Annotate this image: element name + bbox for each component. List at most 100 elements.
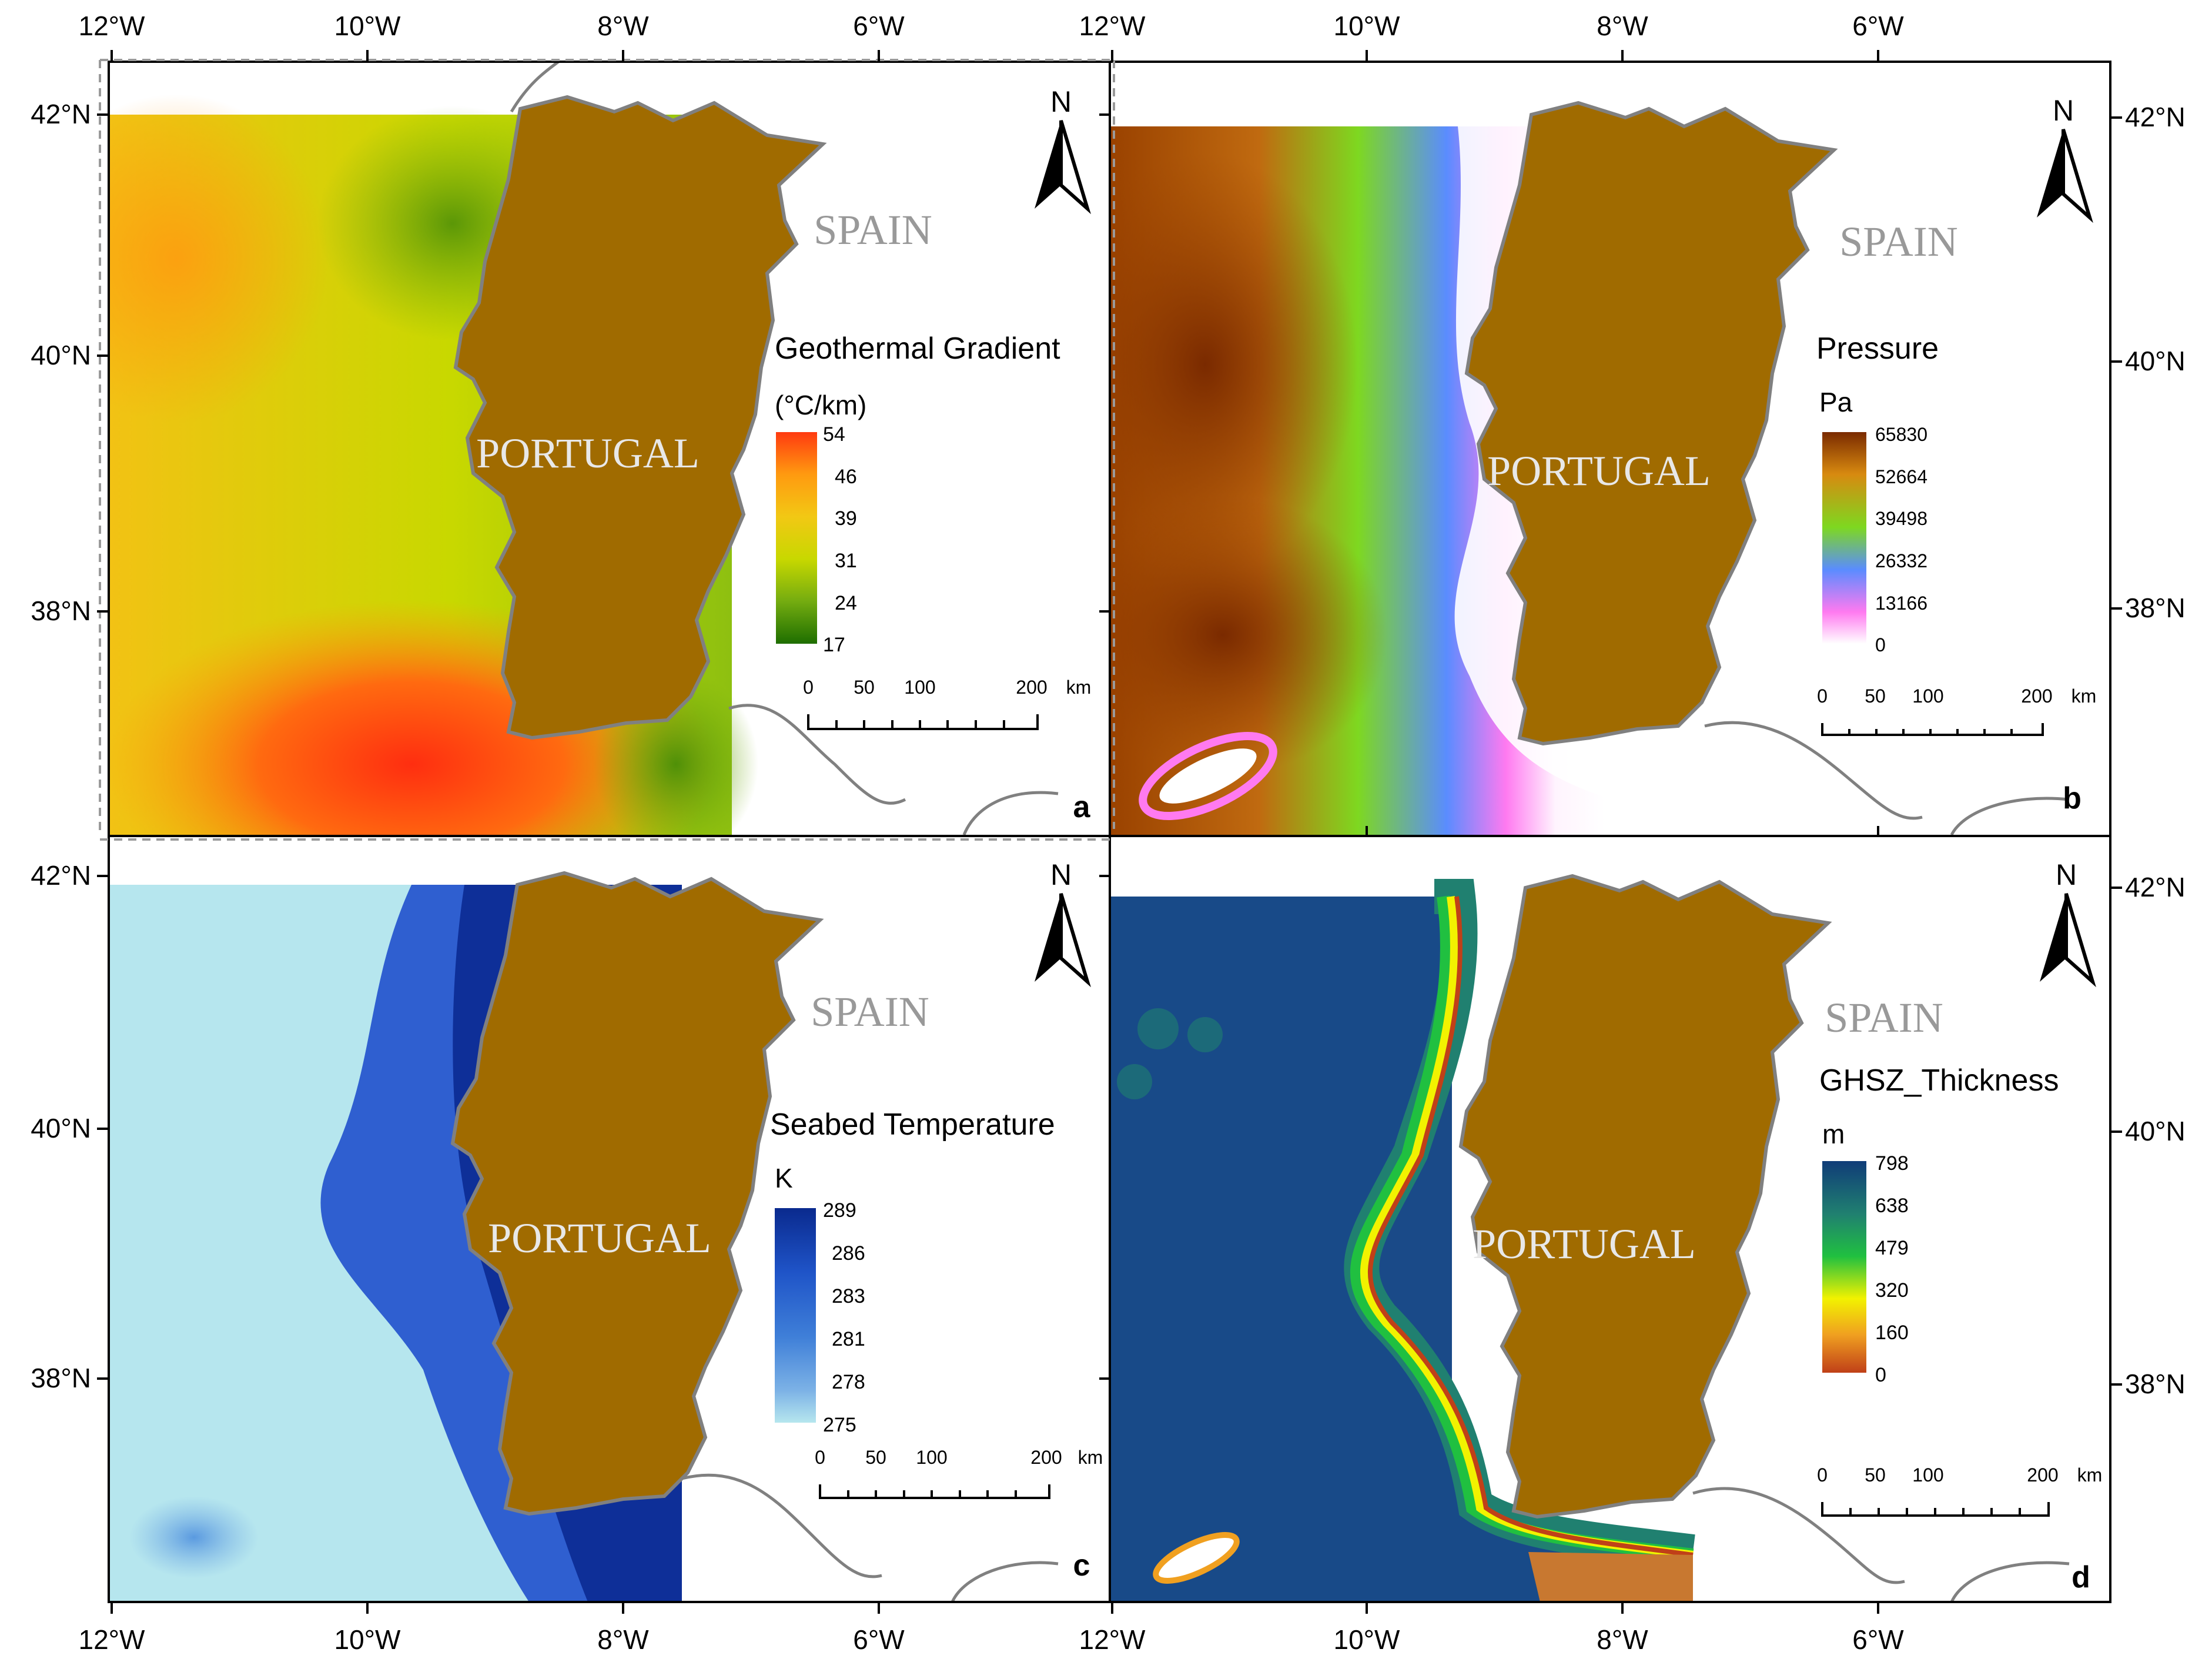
spain-label: SPAIN [814,206,932,253]
spain-label: SPAIN [1839,218,1957,265]
legend-value: 320 [1875,1279,1909,1302]
legend-value: 65830 [1875,424,1927,445]
scale-bar: 0 50 100 200 km [1817,685,2097,736]
legend-colorbar [776,432,817,644]
legend-unit: m [1822,1119,1845,1149]
legend-value: 160 [1875,1322,1909,1344]
legend-c: Seabed Temperature K 289 286 283 281 278… [770,1108,1055,1436]
left-lat-label: 38°N [31,1363,91,1393]
bottom-lon-label: 12°W [79,1624,146,1655]
legend-a: Geothermal Gradient (°C/km) 54 46 39 31 … [775,332,1060,656]
right-lat-label: 38°N [2125,593,2186,623]
legend-value: 798 [1875,1152,1909,1175]
legend-unit: (°C/km) [775,390,866,420]
legend-value: 39 [835,507,857,530]
legend-value: 283 [832,1285,865,1307]
portugal-label: PORTUGAL [1487,447,1711,494]
legend-value: 17 [823,634,845,656]
left-lat-label: 42°N [31,860,91,891]
legend-value: 479 [1875,1237,1909,1259]
top-lon-label: 8°W [1597,11,1648,41]
portugal-label: PORTUGAL [476,430,700,477]
top-lon-label: 10°W [1334,11,1401,41]
legend-colorbar [775,1208,816,1423]
scale-label: 50 [1865,1464,1886,1486]
legend-d: GHSZ_Thickness m 798 638 479 320 160 0 [1819,1063,2059,1386]
legend-value: 13166 [1875,593,1927,614]
spain-label: SPAIN [1825,994,1943,1041]
panel-b [1111,62,2110,835]
panel-letter: d [2072,1560,2090,1594]
scale-label: 100 [1912,1464,1943,1486]
scale-unit: km [2072,685,2097,707]
legend-value: 46 [835,466,857,488]
legend-title: GHSZ_Thickness [1819,1063,2059,1098]
legend-colorbar [1822,1161,1866,1373]
legend-value: 286 [832,1242,865,1265]
scale-label: 0 [1817,1464,1828,1486]
bottom-lon-label: 6°W [1852,1624,1904,1655]
legend-value: 54 [823,423,845,446]
legend-value: 289 [823,1199,856,1222]
scale-label: 50 [1865,685,1886,707]
scale-label: 100 [904,677,935,698]
legend-title: Seabed Temperature [770,1108,1055,1142]
panel-letter: b [2063,781,2082,815]
bottom-lon-label: 12°W [1079,1624,1146,1655]
ghsz-thickness-raster [1111,879,1695,1602]
scale-label: 50 [865,1447,886,1468]
scale-bar: 0 50 100 200 km [815,1447,1103,1499]
panel-letter: a [1073,790,1091,824]
spain-border [1704,721,2070,835]
panel-letter: c [1073,1548,1090,1583]
legend-value: 24 [835,592,857,614]
portugal-label: PORTUGAL [488,1215,711,1262]
left-lat-label: 40°N [31,340,91,370]
legend-unit: K [775,1163,793,1193]
scale-label: 50 [854,677,875,698]
north-arrow: N [1035,85,1087,209]
legend-value: 39498 [1875,508,1927,529]
right-lat-label: 42°N [2125,872,2186,902]
top-lon-label: 8°W [597,11,649,41]
scale-label: 200 [2027,1464,2058,1486]
left-lat-label: 42°N [31,99,91,129]
top-lon-label: 6°W [853,11,905,41]
legend-value: 638 [1875,1195,1909,1217]
north-label: N [2056,858,2077,891]
top-lon-label: 10°W [334,11,401,41]
bottom-lon-label: 10°W [334,1624,401,1655]
north-label: N [2053,94,2074,127]
scale-bar: 0 50 100 200 km [803,677,1092,730]
spain-border [1692,1487,2070,1602]
scale-unit: km [1066,677,1092,698]
panel-d [1111,838,2110,1602]
north-label: N [1050,85,1072,118]
legend-value: 52664 [1875,466,1927,487]
legend-value: 281 [832,1328,865,1350]
spain-border [681,1473,1059,1602]
left-lat-label: 40°N [31,1113,91,1143]
right-lat-label: 40°N [2125,346,2186,376]
spain-label: SPAIN [811,988,929,1035]
panel-a [109,62,1108,835]
scale-label: 100 [1912,685,1943,707]
north-arrow: N [2040,858,2093,982]
scale-label: 0 [1817,685,1828,707]
legend-value: 0 [1875,634,1886,655]
portugal-label: PORTUGAL [1473,1220,1696,1267]
scale-label: 200 [1030,1447,1062,1468]
left-lat-label: 38°N [31,596,91,626]
panel-c [109,838,1108,1602]
spain-border [510,62,1059,835]
legend-title: Geothermal Gradient [775,332,1060,366]
legend-colorbar [1822,432,1866,644]
scale-label: 200 [2021,685,2052,707]
bottom-lon-label: 6°W [853,1624,905,1655]
legend-value: 275 [823,1414,856,1436]
legend-value: 31 [835,550,857,572]
scale-label: 100 [916,1447,947,1468]
dashed-extent [99,59,1115,841]
top-lon-label: 12°W [1079,11,1146,41]
